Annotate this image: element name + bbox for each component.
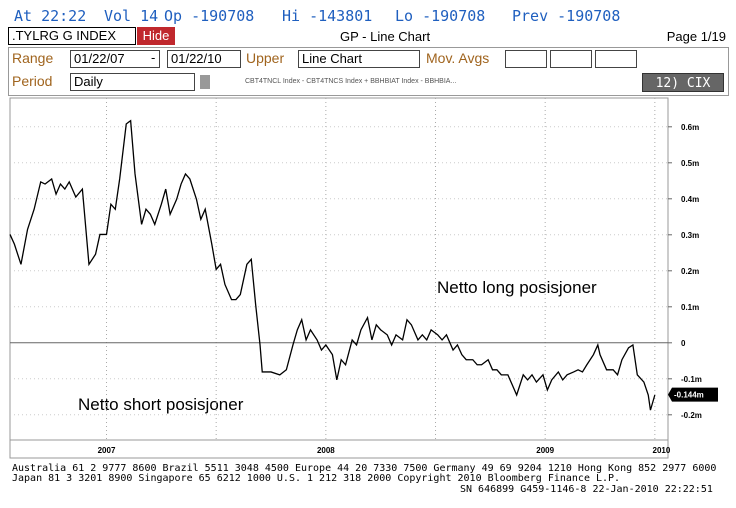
y-tick-label: -0.1m (681, 375, 702, 384)
footer-line: Japan 81 3 3201 8900 Singapore 65 6212 1… (12, 473, 621, 484)
screen-title: GP - Line Chart (340, 29, 431, 44)
upper-field[interactable]: Line Chart (298, 50, 420, 68)
series-legend: CBT4TNCL Index - CBT4TNCS Index + BBHBIA… (245, 78, 457, 85)
time: At 22:22 (14, 7, 87, 25)
y-tick-label: 0.5m (681, 159, 699, 168)
high: Hi -143801 (282, 7, 373, 25)
footer-line: Australia 61 2 9777 8600 Brazil 5511 304… (12, 463, 717, 474)
last-value-tag (668, 387, 718, 402)
y-tick-label: 0.4m (681, 195, 699, 204)
y-tick-label: 0.1m (681, 303, 699, 312)
mov-avgs-label: Mov. Avgs (426, 50, 490, 66)
start-date[interactable]: 01/22/07 (70, 50, 160, 68)
volume: Vol 14 (104, 7, 159, 25)
cix-button[interactable]: 12) CIX (642, 73, 724, 92)
previous: Prev -190708 (512, 7, 621, 25)
y-tick-label: 0.3m (681, 231, 699, 240)
mov-avg-field[interactable] (595, 50, 637, 68)
settings-panel (8, 47, 729, 96)
x-tick-label: 2009 (536, 446, 554, 455)
dropdown[interactable] (200, 75, 210, 89)
plot-frame (9, 97, 669, 459)
line (9, 119, 656, 411)
y-tick-label: -0.2m (681, 411, 702, 420)
y-tick-label: 0.6m (681, 123, 699, 132)
mov-avg-field[interactable] (550, 50, 592, 68)
upper-label: Upper (246, 50, 285, 66)
period-label: Period (12, 73, 53, 89)
y-tick-label: 0.2m (681, 267, 699, 276)
mov-avg-field[interactable] (505, 50, 547, 68)
x-tick-label: 2007 (98, 446, 116, 455)
annotation: Netto long posisjoner (437, 278, 597, 297)
open: Op -190708 (164, 7, 255, 25)
ticker-field[interactable]: .TYLRG G INDEX (8, 27, 136, 45)
date-dash: - (151, 50, 156, 65)
low: Lo -190708 (395, 7, 486, 25)
hide-button[interactable]: Hide (137, 27, 175, 45)
last-value-label: -0.144m (674, 391, 704, 400)
page-number: Page 1/19 (666, 29, 726, 44)
footer-line: SN 646899 G459-1146-8 22-Jan-2010 22:22:… (460, 484, 713, 495)
y-tick-label: 0 (681, 339, 686, 348)
end-date[interactable]: 01/22/10 (167, 50, 241, 68)
period-field[interactable]: Daily (70, 73, 195, 91)
annotation: Netto short posisjoner (78, 395, 244, 414)
x-tick-label: 2008 (317, 446, 335, 455)
range-label: Range (12, 50, 54, 66)
x-tick-label: 2010 (653, 446, 671, 455)
